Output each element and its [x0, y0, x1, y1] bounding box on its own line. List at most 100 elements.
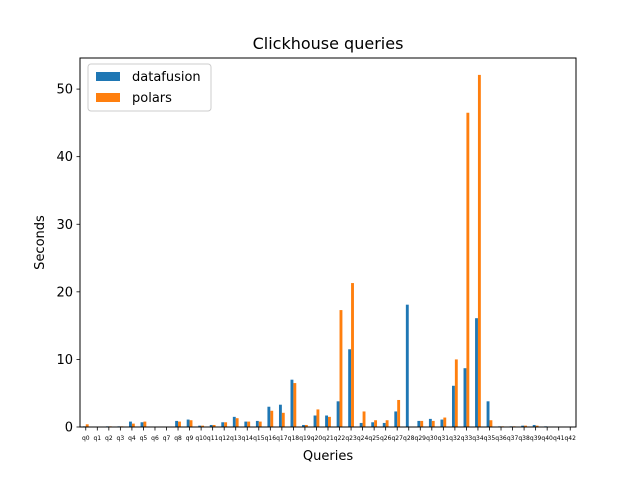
bar-polars-q33 [466, 113, 469, 427]
bar-datafusion-q24 [360, 423, 363, 427]
bar-datafusion-q27 [394, 411, 397, 427]
bar-datafusion-q12 [221, 422, 224, 427]
x-tick-label: q3 [117, 435, 125, 442]
bar-polars-q34 [478, 75, 481, 427]
bar-polars-q25 [374, 420, 377, 427]
x-tick-label: q25 [368, 435, 380, 442]
x-tick-label: q17 [276, 435, 288, 442]
x-tick-label: q11 [207, 435, 219, 442]
legend-label-datafusion: datafusion [132, 70, 201, 85]
x-tick-label: q34 [472, 435, 484, 442]
bar-datafusion-q33 [464, 368, 467, 427]
x-tick-label: q35 [484, 435, 496, 442]
x-tick-label: q16 [265, 435, 277, 442]
bar-datafusion-q22 [337, 401, 340, 427]
bar-datafusion-q34 [475, 318, 478, 427]
bar-polars-q35 [489, 420, 492, 427]
bar-polars-q29 [420, 421, 423, 427]
bar-datafusion-q17 [279, 405, 282, 427]
bar-datafusion-q20 [314, 416, 317, 427]
y-tick-label: 50 [56, 83, 73, 98]
legend-swatch-polars [96, 93, 120, 102]
bar-polars-q5 [143, 422, 146, 427]
bar-polars-q12 [224, 422, 227, 427]
x-tick-label: q33 [461, 435, 473, 442]
x-tick-label: q4 [128, 435, 136, 442]
bar-polars-q16 [270, 411, 273, 427]
bar-polars-q20 [316, 409, 319, 427]
bar-polars-q15 [259, 422, 262, 427]
x-tick-label: q12 [218, 435, 230, 442]
x-tick-label: q8 [174, 435, 182, 442]
x-tick-label: q28 [403, 435, 415, 442]
y-tick-label: 0 [65, 421, 73, 436]
x-tick-label: q19 [299, 435, 311, 442]
x-tick-label: q23 [345, 435, 357, 442]
bar-datafusion-q23 [348, 349, 351, 427]
bar-polars-q21 [328, 417, 331, 427]
x-tick-label: q26 [380, 435, 392, 442]
bar-datafusion-q28 [406, 305, 409, 427]
bar-datafusion-q29 [417, 421, 420, 427]
bar-datafusion-q13 [233, 417, 236, 427]
bar-polars-q14 [247, 422, 250, 427]
bar-polars-q24 [363, 411, 366, 427]
x-tick-label: q22 [334, 435, 346, 442]
chart-title: Clickhouse queries [253, 34, 404, 53]
bar-datafusion-q18 [291, 380, 294, 427]
y-tick-label: 40 [56, 150, 73, 165]
bar-polars-q13 [236, 418, 239, 427]
legend-label-polars: polars [132, 91, 172, 106]
x-tick-label: q40 [541, 435, 553, 442]
x-tick-label: q6 [151, 435, 159, 442]
bar-datafusion-q8 [175, 421, 178, 427]
x-tick-label: q7 [163, 435, 171, 442]
x-tick-label: q30 [426, 435, 438, 442]
bar-polars-q4 [132, 424, 135, 427]
x-tick-label: q38 [518, 435, 530, 442]
bar-datafusion-q31 [440, 420, 443, 427]
x-tick-label: q29 [415, 435, 427, 442]
bar-datafusion-q15 [256, 421, 259, 427]
bar-polars-q32 [455, 359, 458, 427]
x-axis-label: Queries [303, 449, 353, 464]
x-tick-label: q0 [82, 435, 90, 442]
bar-polars-q9 [190, 420, 193, 427]
y-tick-label: 20 [56, 285, 73, 300]
x-tick-label: q13 [230, 435, 242, 442]
bar-polars-q27 [397, 400, 400, 427]
bar-polars-q8 [178, 422, 181, 427]
bar-datafusion-q26 [383, 423, 386, 427]
x-tick-label: q42 [565, 435, 577, 442]
bar-polars-q30 [432, 421, 435, 427]
bar-datafusion-q35 [487, 401, 490, 427]
x-tick-label: q24 [357, 435, 369, 442]
x-tick-label: q9 [186, 435, 194, 442]
x-tick-label: q32 [449, 435, 461, 442]
x-tick-label: q5 [140, 435, 148, 442]
x-tick-label: q1 [93, 435, 101, 442]
x-tick-label: q18 [288, 435, 300, 442]
bar-datafusion-q14 [244, 422, 247, 427]
bar-datafusion-q9 [187, 420, 190, 427]
bar-polars-q23 [351, 283, 354, 427]
x-tick-label: q2 [105, 435, 113, 442]
x-tick-label: q10 [195, 435, 207, 442]
bar-polars-q31 [443, 418, 446, 427]
x-tick-label: q41 [553, 435, 565, 442]
bar-datafusion-q21 [325, 416, 328, 427]
x-tick-label: q27 [391, 435, 403, 442]
x-tick-label: q36 [495, 435, 507, 442]
x-tick-label: q20 [311, 435, 323, 442]
bar-polars-q18 [293, 383, 296, 427]
legend-swatch-datafusion [96, 72, 120, 81]
bar-datafusion-q30 [429, 419, 432, 427]
x-tick-label: q21 [322, 435, 334, 442]
x-tick-label: q15 [253, 435, 265, 442]
bar-datafusion-q25 [371, 422, 374, 427]
y-tick-label: 10 [56, 353, 73, 368]
bar-polars-q22 [340, 310, 343, 427]
legend: datafusion polars [88, 64, 211, 111]
y-axis-label: Seconds [33, 215, 48, 270]
